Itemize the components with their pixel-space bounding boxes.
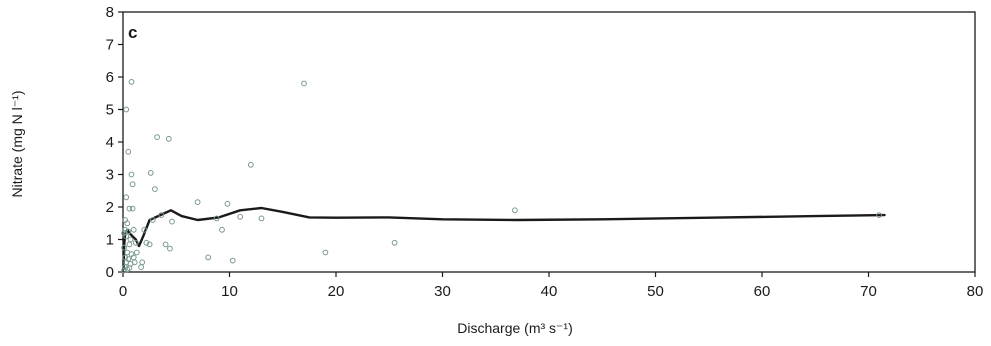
x-tick-label: 0 — [119, 283, 127, 300]
x-tick-label: 20 — [328, 283, 345, 300]
y-tick-label: 6 — [106, 69, 114, 86]
data-point — [158, 212, 165, 219]
x-tick-label: 40 — [541, 283, 558, 300]
data-point — [876, 212, 882, 219]
data-point — [301, 80, 307, 87]
x-tick-label: 70 — [860, 283, 877, 300]
data-point — [123, 194, 130, 201]
data-point — [149, 217, 156, 223]
data-point — [126, 241, 133, 248]
fit-line-layer — [122, 206, 886, 270]
data-point — [124, 266, 131, 273]
data-point — [132, 239, 139, 246]
data-point — [133, 249, 140, 256]
data-point — [121, 267, 127, 274]
data-point — [154, 134, 161, 141]
data-point — [247, 161, 254, 168]
x-tick-label: 80 — [967, 283, 984, 300]
x-tick-label: 60 — [754, 283, 771, 300]
data-point — [322, 249, 329, 256]
data-point — [128, 171, 135, 178]
data-point — [124, 220, 131, 227]
data-point — [162, 241, 169, 248]
data-point — [130, 226, 137, 233]
y-tick-label: 7 — [106, 37, 114, 54]
x-tick-label: 50 — [647, 283, 664, 300]
data-point — [224, 200, 231, 207]
data-point — [213, 215, 220, 222]
data-point — [229, 257, 236, 264]
data-point — [131, 259, 138, 266]
data-point — [126, 205, 133, 212]
x-tick-label: 30 — [434, 283, 451, 300]
data-point — [258, 215, 265, 222]
data-point — [147, 170, 154, 176]
y-tick-label: 0 — [106, 264, 114, 281]
data-point — [121, 244, 127, 251]
data-point — [139, 259, 146, 266]
y-tick-label: 5 — [106, 102, 114, 119]
y-tick-label: 8 — [106, 4, 114, 21]
data-point — [138, 264, 145, 271]
x-axis-label: Discharge (m³ s⁻¹) — [457, 320, 573, 336]
data-point — [123, 233, 130, 240]
data-point — [125, 148, 132, 155]
data-point — [219, 226, 225, 233]
data-point — [146, 241, 153, 248]
x-tick-label: 10 — [221, 283, 238, 300]
y-tick-label: 3 — [106, 167, 114, 184]
data-point — [143, 239, 150, 246]
data-point — [205, 254, 212, 261]
y-axis-label: Nitrate (mg N l⁻¹) — [9, 91, 25, 198]
plot-frame — [122, 11, 976, 273]
plot-border — [122, 11, 976, 273]
y-tick-label: 2 — [106, 199, 114, 216]
data-point — [391, 239, 398, 246]
data-point — [194, 199, 201, 206]
data-point — [123, 106, 130, 113]
data-points-layer — [121, 79, 882, 274]
data-point — [237, 213, 244, 220]
data-point — [167, 245, 173, 252]
data-point — [141, 226, 148, 233]
data-point — [122, 226, 128, 233]
data-point — [152, 186, 158, 193]
data-point — [169, 218, 175, 225]
axis-ticks: 0 10 20 30 40 50 60 70 80 0 1 2 3 4 5 6 7 8 — [106, 4, 984, 300]
data-point — [129, 181, 136, 188]
data-point — [165, 135, 172, 142]
data-point — [512, 207, 518, 214]
data-point — [129, 205, 136, 212]
data-point — [127, 236, 134, 243]
fit-line — [122, 206, 886, 270]
y-tick-label: 1 — [106, 232, 114, 249]
data-point — [128, 79, 135, 85]
panel-label: c — [128, 23, 137, 42]
y-tick-label: 4 — [106, 134, 114, 151]
